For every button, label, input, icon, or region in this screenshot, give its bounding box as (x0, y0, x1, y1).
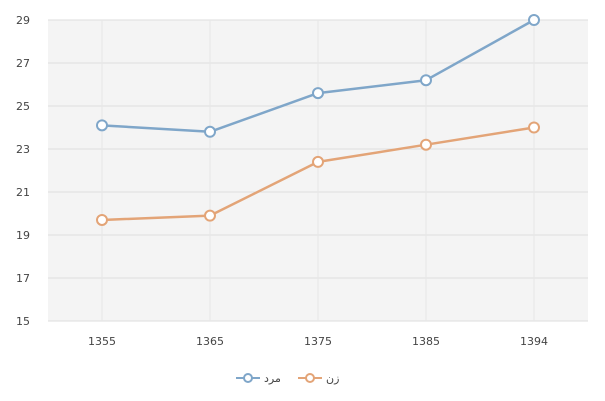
data-point (96, 213, 108, 226)
data-point (420, 138, 432, 151)
y-tick-label: 23 (16, 143, 30, 156)
data-point (312, 155, 324, 168)
data-point (312, 87, 324, 100)
x-tick-label: 1385 (412, 335, 440, 348)
x-tick-label: 1355 (88, 335, 116, 348)
legend-label: زن (326, 372, 339, 385)
x-tick-label: 1365 (196, 335, 224, 348)
legend-swatch-marker (305, 373, 315, 383)
legend-swatch-marker (243, 373, 253, 383)
data-point (528, 121, 540, 134)
x-tick-label: 1375 (304, 335, 332, 348)
data-point (204, 209, 216, 222)
data-point (528, 14, 540, 26)
y-tick-label: 25 (16, 100, 30, 113)
y-tick-label: 21 (16, 186, 30, 199)
y-tick-label: 27 (16, 57, 30, 70)
x-tick-label: 1394 (520, 335, 548, 348)
legend-label: مرد (264, 372, 281, 385)
data-point (420, 74, 432, 87)
y-tick-label: 17 (16, 272, 30, 285)
data-point (204, 125, 216, 138)
data-point (96, 119, 108, 132)
y-tick-label: 29 (16, 14, 30, 27)
y-tick-label: 15 (16, 315, 30, 328)
y-tick-label: 19 (16, 229, 30, 242)
